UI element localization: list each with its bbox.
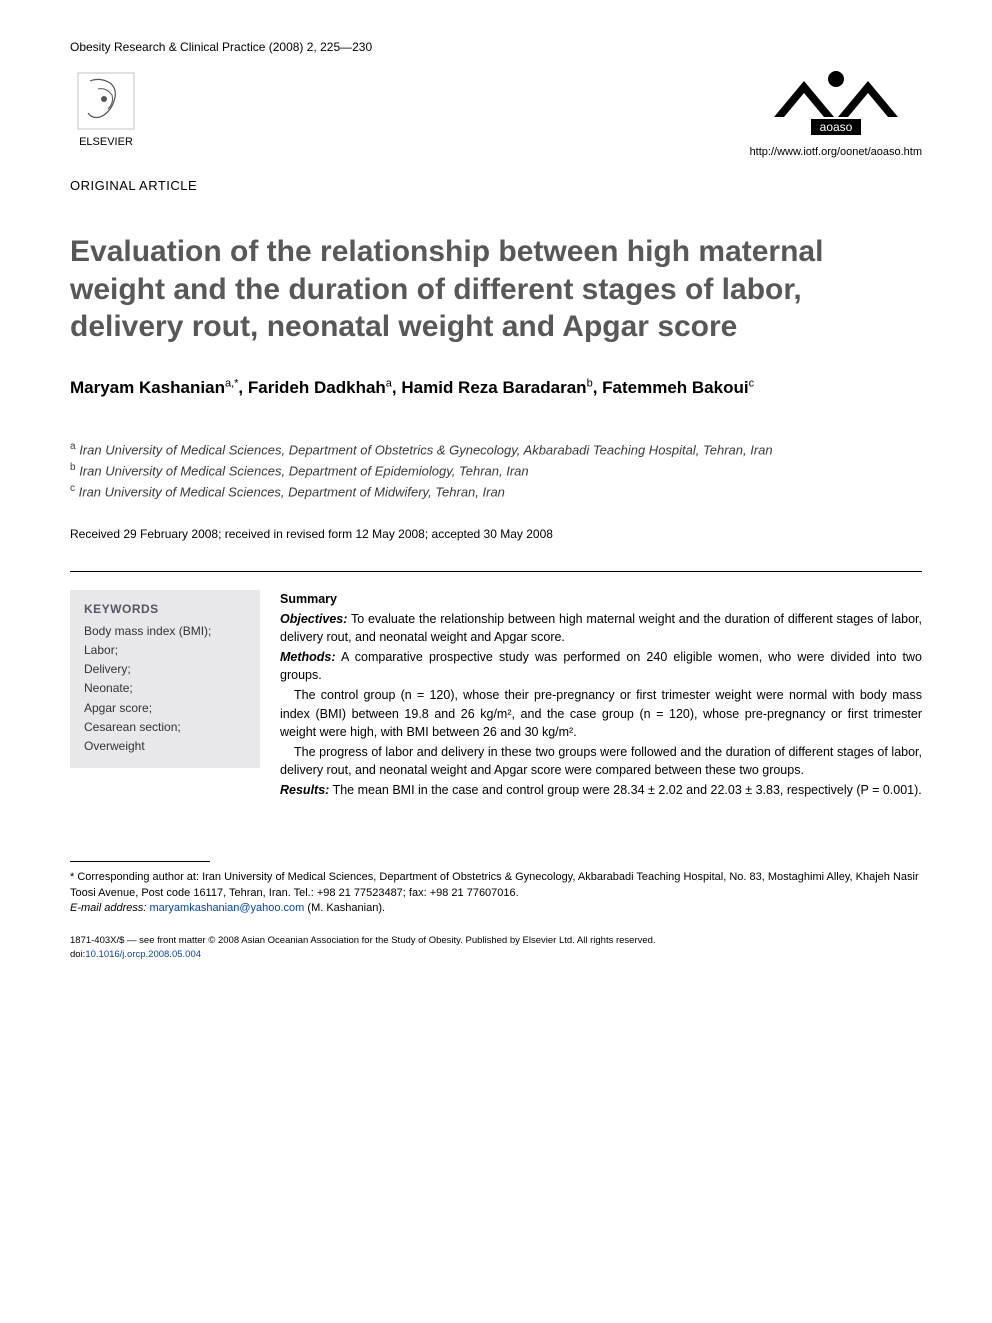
corresponding-author: * Corresponding author at: Iran Universi… bbox=[70, 870, 922, 901]
authors-list: Maryam Kashaniana,*, Farideh Dadkhaha, H… bbox=[70, 376, 922, 400]
affiliation: b Iran University of Medical Sciences, D… bbox=[70, 460, 922, 481]
doi-link[interactable]: 10.1016/j.orcp.2008.05.004 bbox=[85, 949, 201, 960]
affiliations: a Iran University of Medical Sciences, D… bbox=[70, 439, 922, 501]
keyword: Labor; bbox=[84, 641, 246, 660]
email-line: E-mail address: maryamkashanian@yahoo.co… bbox=[70, 901, 922, 916]
author: Hamid Reza Baradaranb bbox=[401, 378, 592, 397]
keyword: Delivery; bbox=[84, 660, 246, 679]
keyword: Body mass index (BMI); bbox=[84, 622, 246, 641]
email-link[interactable]: maryamkashanian@yahoo.com bbox=[149, 902, 304, 914]
summary-column: Summary Objectives: To evaluate the rela… bbox=[280, 590, 922, 801]
aoaso-logo-block: aoaso http://www.iotf.org/oonet/aoaso.ht… bbox=[750, 69, 922, 158]
summary-methods-p2: The control group (n = 120), whose their… bbox=[280, 686, 922, 740]
svg-text:ELSEVIER: ELSEVIER bbox=[79, 136, 133, 148]
article-type: ORIGINAL ARTICLE bbox=[70, 178, 922, 193]
keywords-box: KEYWORDS Body mass index (BMI); Labor; D… bbox=[70, 590, 260, 768]
abstract-section: KEYWORDS Body mass index (BMI); Labor; D… bbox=[70, 571, 922, 801]
aoaso-url[interactable]: http://www.iotf.org/oonet/aoaso.htm bbox=[750, 146, 922, 158]
affiliation: a Iran University of Medical Sciences, D… bbox=[70, 439, 922, 460]
summary-methods: Methods: A comparative prospective study… bbox=[280, 648, 922, 684]
summary-results: Results: The mean BMI in the case and co… bbox=[280, 781, 922, 799]
copyright-line: 1871-403X/$ — see front matter © 2008 As… bbox=[70, 934, 922, 947]
copyright-block: 1871-403X/$ — see front matter © 2008 As… bbox=[70, 934, 922, 961]
keyword: Overweight bbox=[84, 737, 246, 756]
keyword: Apgar score; bbox=[84, 699, 246, 718]
keyword: Cesarean section; bbox=[84, 718, 246, 737]
affiliation: c Iran University of Medical Sciences, D… bbox=[70, 481, 922, 502]
footnote-separator bbox=[70, 861, 210, 862]
logos-row: ELSEVIER aoaso http://www.iotf.org/oonet… bbox=[70, 69, 922, 158]
svg-text:aoaso: aoaso bbox=[819, 120, 852, 134]
article-title: Evaluation of the relationship between h… bbox=[70, 233, 922, 346]
footnotes: * Corresponding author at: Iran Universi… bbox=[70, 870, 922, 916]
author: Fatemmeh Bakouic bbox=[602, 378, 754, 397]
summary-methods-p3: The progress of labor and delivery in th… bbox=[280, 743, 922, 779]
elsevier-logo: ELSEVIER bbox=[70, 69, 142, 152]
author: Maryam Kashaniana,* bbox=[70, 378, 238, 397]
summary-objectives: Objectives: To evaluate the relationship… bbox=[280, 610, 922, 646]
author: Farideh Dadkhaha bbox=[248, 378, 392, 397]
keywords-heading: KEYWORDS bbox=[84, 602, 246, 616]
keywords-list: Body mass index (BMI); Labor; Delivery; … bbox=[84, 622, 246, 756]
keyword: Neonate; bbox=[84, 679, 246, 698]
doi-line: doi:10.1016/j.orcp.2008.05.004 bbox=[70, 948, 922, 961]
summary-heading: Summary bbox=[280, 590, 922, 608]
article-dates: Received 29 February 2008; received in r… bbox=[70, 527, 922, 541]
journal-reference: Obesity Research & Clinical Practice (20… bbox=[70, 40, 922, 54]
